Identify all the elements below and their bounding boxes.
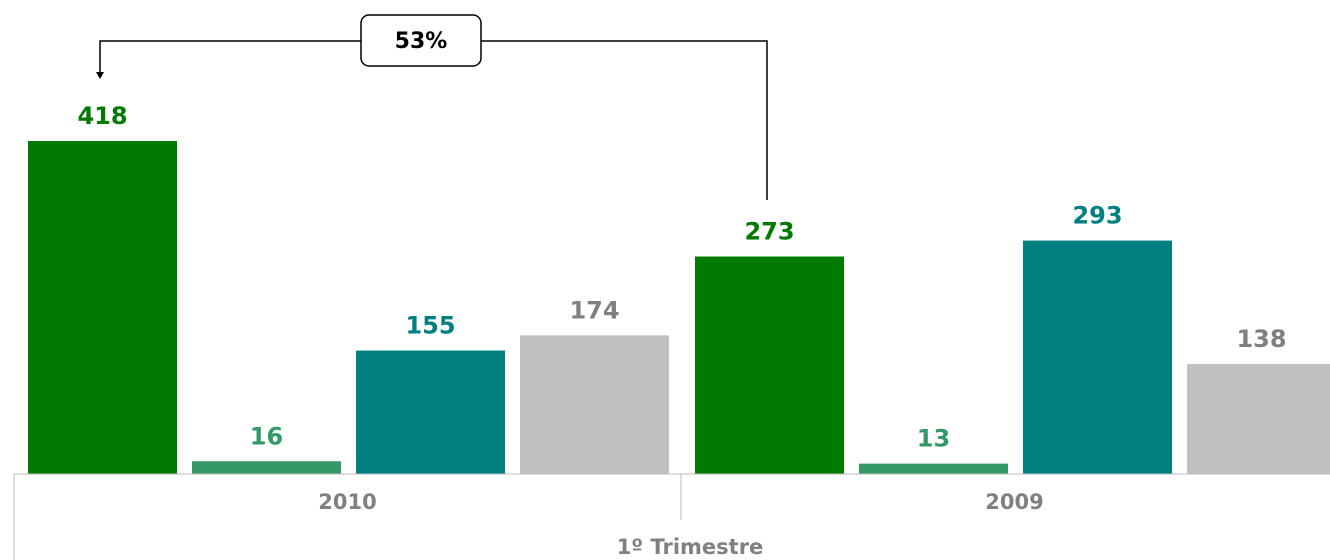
x-tick-label: 2009 — [985, 490, 1043, 514]
data-label: 13 — [917, 425, 950, 453]
annotation: 53% — [96, 14, 768, 200]
data-label: 273 — [744, 218, 794, 246]
data-label: 138 — [1236, 325, 1286, 353]
data-label: 155 — [405, 312, 455, 340]
data-label: 418 — [77, 102, 127, 130]
bar — [1023, 240, 1172, 474]
data-label: 16 — [250, 422, 283, 450]
bar — [356, 350, 505, 474]
bar — [695, 256, 844, 474]
bracket-line — [481, 40, 768, 200]
bracket-line — [99, 40, 361, 72]
arrow-head — [96, 72, 104, 79]
annotation-box — [360, 14, 482, 67]
data-label: 174 — [569, 296, 619, 324]
x-axis-label: 1º Trimestre — [617, 535, 764, 559]
x-tick-label: 2010 — [318, 490, 376, 514]
bar — [192, 461, 341, 474]
bar — [1187, 364, 1330, 474]
data-label: 293 — [1072, 202, 1122, 230]
bar — [520, 335, 669, 474]
bar — [28, 141, 177, 474]
annotation-text: 53% — [395, 29, 448, 54]
bar — [859, 463, 1008, 474]
